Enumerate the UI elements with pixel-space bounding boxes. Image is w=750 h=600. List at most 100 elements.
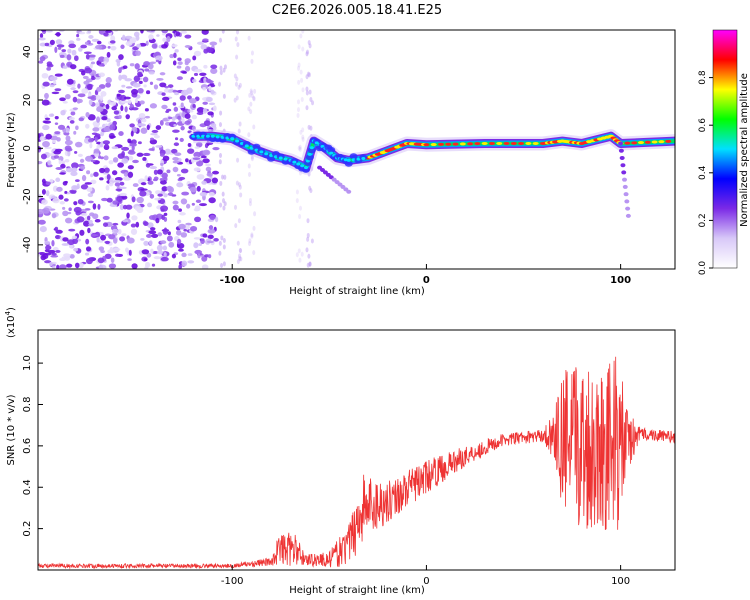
ridge-blob (303, 160, 312, 167)
noise-speckle (203, 77, 207, 84)
noise-speckle (133, 75, 141, 82)
noise-speckle (222, 244, 226, 250)
noise-speckle (196, 174, 205, 180)
noise-speckle (166, 169, 171, 174)
noise-speckle (193, 242, 199, 249)
noise-speckle (184, 45, 191, 48)
noise-speckle (76, 183, 80, 190)
noise-speckle (64, 94, 71, 100)
noise-speckle (115, 253, 120, 257)
noise-speckle (253, 88, 257, 94)
noise-speckle (296, 112, 300, 118)
noise-speckle (219, 65, 223, 71)
noise-speckle (54, 115, 59, 120)
noise-speckle (110, 35, 116, 42)
noise-speckle (250, 58, 254, 64)
ridge-blob (252, 143, 261, 150)
tail-blob (621, 170, 627, 175)
tail-blob (622, 177, 628, 182)
noise-speckle (173, 123, 177, 127)
snr-frame (37, 329, 676, 571)
noise-speckle (43, 120, 52, 124)
noise-speckle (237, 218, 241, 224)
noise-speckle (87, 192, 94, 198)
noise-speckle (75, 125, 79, 131)
noise-speckle (187, 142, 192, 148)
tail-blob (625, 213, 631, 218)
noise-speckle (96, 106, 104, 113)
noise-speckle (307, 72, 311, 78)
noise-speckle (211, 177, 218, 184)
noise-speckle (210, 67, 218, 74)
noise-speckle (149, 165, 158, 170)
noise-speckle (59, 172, 66, 175)
noise-speckle (79, 158, 85, 163)
noise-speckle (131, 263, 138, 269)
noise-speckle (99, 177, 104, 181)
noise-speckle (119, 192, 127, 197)
noise-speckle (56, 264, 60, 269)
noise-speckle (56, 44, 65, 48)
noise-speckle (196, 106, 205, 114)
noise-speckle (82, 75, 89, 80)
noise-speckle (120, 74, 128, 80)
noise-speckle (138, 80, 143, 85)
noise-speckle (144, 108, 149, 112)
spectrogram-frame (37, 29, 676, 270)
noise-speckle (295, 189, 299, 195)
noise-speckle (78, 31, 86, 35)
ridge-hotspot (624, 141, 631, 145)
ridge-blob-core (205, 134, 210, 138)
noise-speckle (87, 83, 93, 89)
snr-multiplier: (x104) (4, 307, 17, 338)
noise-speckle (58, 194, 64, 200)
noise-speckle (83, 220, 90, 227)
noise-speckle (123, 171, 129, 177)
noise-speckle (84, 252, 90, 256)
noise-speckle (233, 97, 237, 103)
noise-speckle (138, 112, 146, 119)
noise-speckle (301, 136, 305, 142)
ridge-hotspot (423, 143, 430, 147)
noise-speckle (248, 238, 252, 244)
x-tick-label: 0 (423, 275, 430, 286)
ridge-hotspot (452, 142, 459, 146)
noise-speckle (40, 254, 47, 261)
noise-speckle (172, 204, 179, 211)
noise-speckle (69, 120, 75, 124)
noise-speckle (115, 188, 123, 192)
noise-speckle (149, 193, 155, 199)
noise-speckle (125, 114, 130, 120)
noise-speckle (153, 134, 160, 139)
noise-speckle (77, 83, 81, 89)
noise-speckle (144, 175, 148, 182)
y-tick-label: 0.8 (22, 397, 33, 413)
noise-speckle (298, 257, 302, 263)
noise-speckle (136, 123, 145, 127)
noise-speckle (69, 254, 75, 259)
noise-speckle (176, 76, 183, 81)
noise-speckle (74, 141, 83, 148)
noise-speckle (86, 187, 93, 193)
noise-speckle (122, 219, 129, 223)
noise-speckle (76, 33, 80, 38)
noise-speckle (309, 97, 313, 103)
noise-speckle (218, 81, 222, 87)
noise-speckle (116, 60, 121, 67)
ridge-blob (349, 153, 358, 160)
noise-speckle (306, 71, 310, 77)
noise-speckle (309, 125, 313, 131)
noise-speckle (64, 139, 73, 146)
noise-speckle (108, 234, 116, 240)
noise-speckle (63, 253, 71, 258)
noise-speckle (67, 150, 71, 157)
noise-speckle (220, 263, 224, 269)
noise-speckle (222, 205, 226, 211)
noise-speckle (111, 146, 119, 150)
noise-speckle (47, 160, 52, 166)
noise-speckle (145, 90, 151, 95)
noise-speckle (125, 35, 133, 40)
snr-series-line (38, 356, 675, 570)
noise-speckle (196, 111, 204, 115)
noise-speckle (45, 181, 51, 186)
